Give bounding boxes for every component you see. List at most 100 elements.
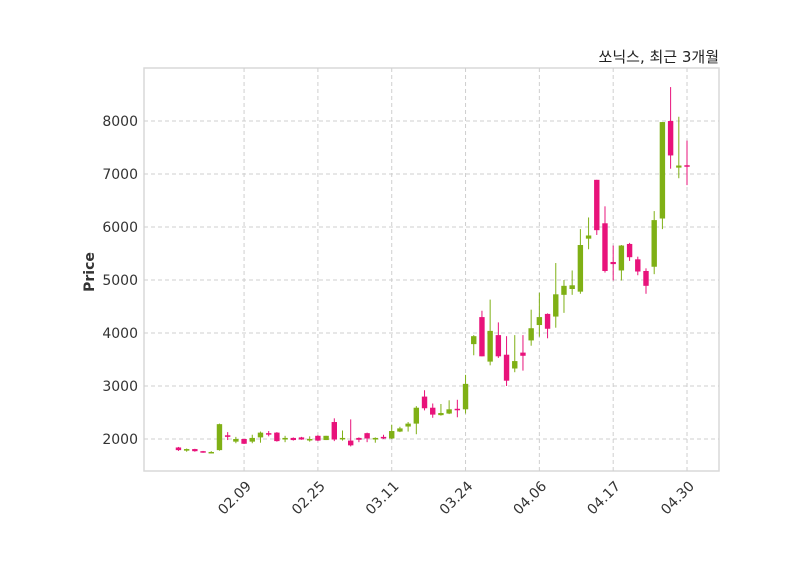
y-tick-label: 5000: [102, 273, 138, 289]
candle-body: [635, 259, 641, 272]
candle-up: [487, 299, 493, 366]
candle-body: [471, 336, 477, 345]
candle-down: [241, 438, 247, 445]
candle-body: [315, 435, 321, 441]
y-tick-label: 7000: [102, 167, 138, 183]
candle-body: [224, 435, 231, 437]
candle-up: [553, 263, 559, 328]
candle-down: [290, 437, 296, 441]
candle-down: [315, 435, 321, 442]
candle-up: [676, 116, 682, 179]
candle-down: [495, 322, 502, 358]
x-tick-label: 04.06: [511, 478, 551, 518]
candle-up: [585, 217, 592, 250]
candle-up: [233, 436, 239, 444]
candle-body: [389, 431, 395, 439]
x-tick-label: 03.24: [437, 478, 477, 518]
candle-body: [462, 383, 469, 410]
candle-down: [544, 313, 551, 339]
candle-down: [635, 256, 641, 276]
candle-body: [282, 437, 288, 440]
candle-body: [610, 261, 616, 265]
candle-up: [577, 229, 584, 294]
candle-body: [479, 317, 485, 357]
candle-up: [389, 424, 395, 439]
candle-down: [643, 268, 649, 294]
candle-up: [413, 406, 420, 435]
candle-body: [348, 440, 354, 446]
candle-body: [331, 422, 337, 440]
candle-up: [405, 422, 411, 432]
candle-up: [512, 335, 518, 373]
candle-up: [216, 423, 223, 451]
x-tick-label: 02.09: [215, 479, 255, 519]
candle-body: [602, 223, 608, 271]
y-tick-label: 2000: [102, 432, 138, 448]
candle-up: [257, 431, 264, 443]
candle-down: [421, 390, 428, 411]
candle-body: [454, 408, 461, 411]
x-tick-label: 04.17: [584, 479, 624, 519]
candle-body: [241, 438, 247, 444]
candle-up: [282, 435, 288, 443]
candle-down: [200, 450, 206, 453]
candle-body: [676, 165, 682, 168]
candle-body: [569, 285, 575, 290]
candle-body: [659, 122, 666, 219]
candle-up: [569, 270, 575, 295]
candle-up: [208, 451, 214, 454]
candle-up: [323, 435, 329, 441]
candle-down: [265, 431, 272, 437]
candle-up: [536, 292, 543, 337]
y-tick-label: 6000: [102, 220, 138, 236]
candle-body: [626, 243, 633, 258]
candle-down: [610, 245, 616, 281]
candle-body: [544, 313, 551, 329]
candle-down: [602, 206, 608, 273]
candle-up: [446, 400, 452, 415]
y-axis-label: Price: [82, 252, 98, 292]
y-tick-label: 3000: [102, 379, 138, 395]
candle-up: [397, 426, 403, 433]
candle-up: [651, 211, 657, 275]
candle-down: [503, 336, 510, 386]
candle-body: [290, 437, 296, 441]
candle-body: [446, 409, 452, 414]
candle-up: [372, 437, 379, 443]
candle-body: [520, 352, 526, 356]
candle-body: [356, 437, 362, 440]
candle-down: [594, 179, 600, 235]
candle-up: [471, 335, 477, 356]
candle-down: [684, 140, 690, 186]
candle-up: [618, 245, 625, 281]
candle-body: [183, 449, 190, 451]
candle-up: [462, 374, 469, 414]
candle-down: [430, 403, 436, 418]
candle-body: [643, 270, 649, 286]
candle-body: [667, 120, 674, 156]
candle-body: [175, 447, 182, 451]
candle-up: [249, 434, 255, 444]
candle-down: [298, 436, 305, 440]
candle-down: [667, 87, 674, 169]
candle-body: [487, 330, 493, 362]
candle-body: [192, 449, 198, 452]
candle-up: [528, 309, 534, 346]
candle-body: [553, 294, 559, 317]
candle-body: [397, 428, 403, 432]
candle-down: [479, 310, 485, 357]
candle-down: [520, 335, 526, 371]
candle-down: [224, 432, 231, 441]
candle-body: [495, 335, 502, 357]
candle-body: [594, 179, 600, 231]
x-tick-label: 03.11: [363, 479, 403, 519]
candle-body: [684, 165, 690, 167]
y-tick-label: 8000: [102, 114, 138, 130]
candle-body: [216, 424, 223, 451]
candle-down: [192, 448, 198, 452]
candle-down: [175, 446, 182, 451]
candle-body: [430, 407, 436, 415]
candle-down: [274, 432, 280, 442]
